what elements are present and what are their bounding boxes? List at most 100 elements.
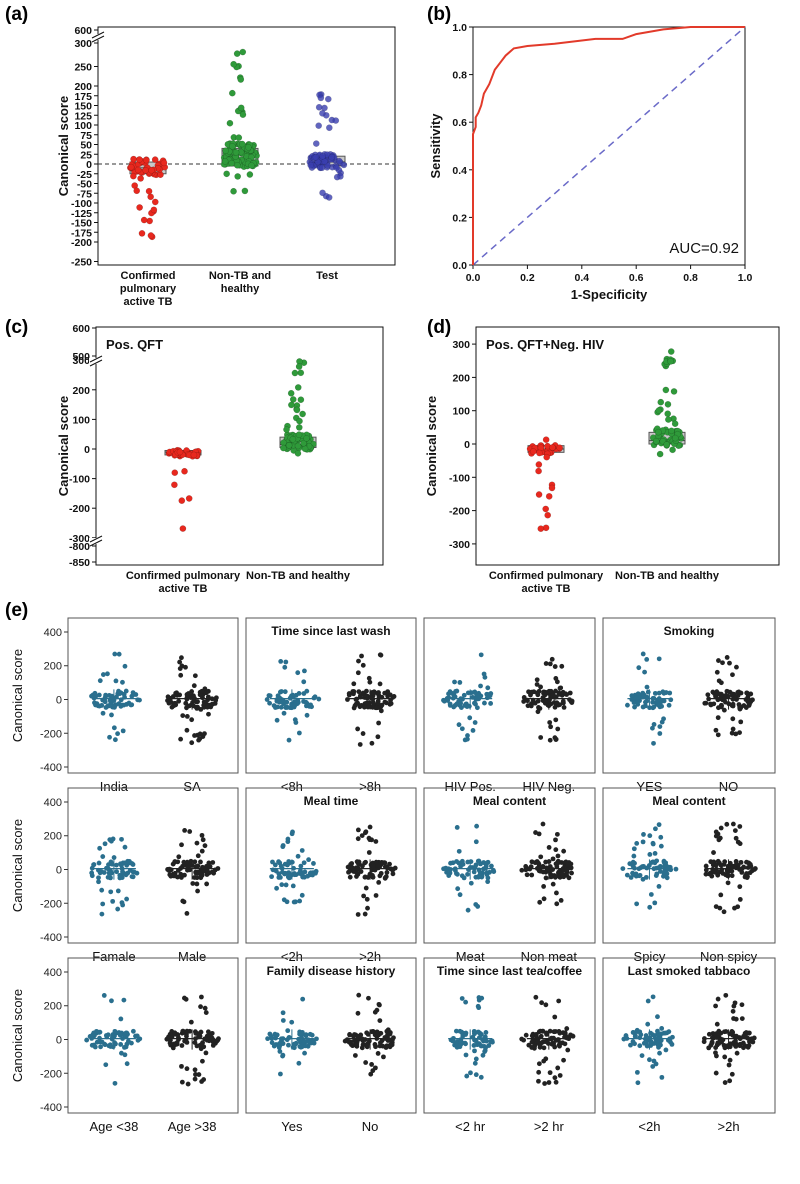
- y-tick-label: 200: [44, 1001, 62, 1013]
- subplot-title: Last smoked tabbaco: [628, 964, 751, 978]
- data-point: [634, 901, 640, 907]
- data-point: [288, 873, 294, 878]
- data-point: [281, 701, 286, 707]
- data-point: [185, 495, 193, 502]
- y-tick-label: 0: [56, 865, 62, 877]
- data-point: [97, 845, 103, 851]
- data-point: [548, 484, 556, 492]
- data-point: [304, 703, 309, 709]
- data-point: [332, 117, 340, 124]
- subplot-frame: [67, 787, 239, 944]
- data-point: [529, 1045, 535, 1050]
- y-tick-label: 400: [44, 627, 62, 639]
- data-point: [118, 1042, 124, 1047]
- data-point: [459, 996, 465, 1001]
- data-point: [100, 710, 106, 716]
- y-tick-label: -300: [69, 533, 90, 545]
- data-point: [246, 171, 254, 178]
- data-point: [471, 1043, 477, 1048]
- x-category-label: SA: [183, 779, 201, 794]
- data-point: [666, 702, 672, 708]
- data-point: [84, 1037, 90, 1043]
- data-point: [270, 859, 275, 865]
- data-point: [108, 889, 114, 895]
- data-point: [555, 873, 561, 879]
- data-point: [737, 897, 743, 902]
- data-point: [121, 997, 127, 1003]
- data-point: [519, 867, 525, 873]
- data-point: [181, 859, 187, 865]
- data-point: [365, 875, 371, 880]
- data-point: [547, 1070, 553, 1076]
- data-point: [362, 830, 368, 836]
- y-tick-label: -100: [449, 472, 470, 484]
- data-point: [727, 1057, 733, 1063]
- data-point: [463, 1032, 468, 1037]
- data-point: [730, 1008, 736, 1014]
- data-point: [362, 704, 367, 710]
- data-point: [124, 701, 129, 707]
- data-point: [706, 871, 712, 877]
- data-point: [650, 1064, 656, 1069]
- data-point: [342, 1038, 348, 1044]
- axis-break-slash: [89, 539, 103, 547]
- data-point: [266, 693, 272, 698]
- data-point: [360, 863, 365, 869]
- data-point: [379, 702, 385, 708]
- data-point: [99, 1039, 105, 1045]
- data-point: [657, 724, 663, 730]
- data-point: [730, 821, 736, 827]
- subplot-frame: [602, 957, 776, 1114]
- data-point: [470, 728, 476, 733]
- data-point: [544, 511, 552, 519]
- panel-label-a: (a): [5, 4, 28, 25]
- y-tick-label: 0: [464, 439, 470, 451]
- data-point: [715, 872, 721, 878]
- data-point: [370, 863, 376, 869]
- data-point: [351, 689, 357, 694]
- data-point: [657, 398, 665, 406]
- x-category-label: active TB: [124, 296, 173, 308]
- data-point: [650, 841, 656, 847]
- data-point: [276, 875, 282, 880]
- data-point: [719, 703, 724, 709]
- y-tick-label: -100: [71, 198, 92, 210]
- data-point: [272, 1031, 278, 1037]
- data-point: [555, 853, 561, 859]
- axis-break-slash: [91, 35, 105, 43]
- data-point: [664, 410, 672, 418]
- y-tick-label: 0.2: [452, 212, 467, 224]
- y-tick-label: -800: [69, 541, 90, 553]
- data-point: [356, 689, 362, 695]
- data-point: [173, 690, 179, 696]
- data-point: [151, 198, 159, 206]
- data-point: [264, 697, 270, 702]
- data-point: [542, 436, 550, 443]
- data-point: [701, 1036, 707, 1041]
- data-point: [226, 119, 234, 127]
- data-point: [480, 1052, 486, 1058]
- data-point: [184, 1033, 189, 1039]
- data-point: [569, 698, 575, 704]
- x-category-label: Male: [178, 949, 206, 964]
- data-point: [299, 1044, 305, 1050]
- data-point: [120, 679, 125, 685]
- data-point: [713, 1070, 719, 1076]
- data-point: [632, 1041, 637, 1047]
- x-category-label: Test: [316, 270, 338, 282]
- data-point: [671, 434, 679, 442]
- data-point: [190, 881, 196, 886]
- data-point: [186, 703, 192, 709]
- data-point: [725, 873, 731, 879]
- data-point: [390, 871, 396, 877]
- x-tick-label: 1.0: [738, 272, 753, 284]
- x-category-label: <8h: [281, 779, 303, 794]
- data-point: [315, 103, 323, 111]
- data-point: [116, 688, 121, 694]
- data-point: [658, 869, 663, 874]
- data-point: [550, 867, 556, 872]
- data-point: [715, 858, 721, 864]
- data-point: [267, 700, 272, 706]
- data-point: [641, 832, 646, 837]
- data-point: [454, 825, 460, 830]
